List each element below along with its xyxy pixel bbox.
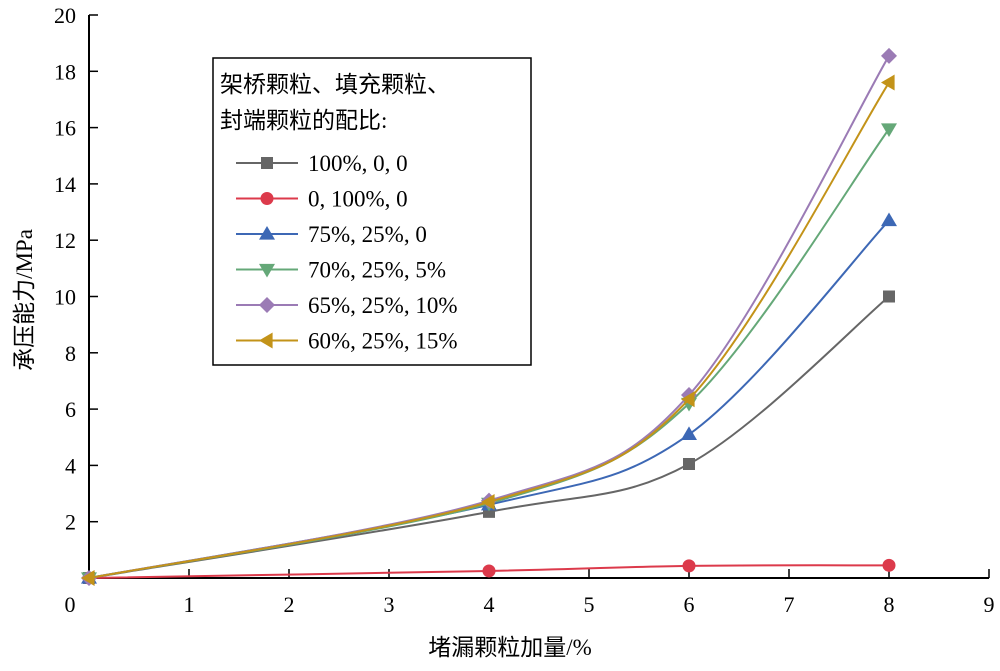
triangle-left-marker <box>259 332 273 349</box>
triangle-up-marker <box>259 226 275 240</box>
x-axis-label: 堵漏颗粒加量/% <box>428 635 592 660</box>
x-tick-label: 8 <box>884 592 895 617</box>
legend-title-line2: 封端颗粒的配比: <box>220 108 387 133</box>
square-marker <box>683 457 695 470</box>
triangle-down-marker <box>881 123 897 138</box>
x-tick-label: 4 <box>484 592 495 617</box>
legend-label: 60%, 25%, 15% <box>308 329 457 354</box>
triangle-left-marker <box>881 74 895 91</box>
x-tick-label: 9 <box>984 592 995 617</box>
y-tick-label: 16 <box>54 116 76 141</box>
legend-title-line1: 架桥颗粒、填充颗粒、 <box>220 72 450 97</box>
y-tick-label: 8 <box>65 341 76 366</box>
diamond-marker <box>259 297 275 313</box>
x-tick-label: 1 <box>184 592 195 617</box>
legend-label: 70%, 25%, 5% <box>308 258 446 283</box>
x-tick-label: 0 <box>65 592 76 617</box>
series-triangle-left <box>81 74 895 586</box>
x-tick-label: 6 <box>684 592 695 617</box>
circle-marker <box>882 558 896 572</box>
y-tick-label: 10 <box>54 285 76 310</box>
y-axis-label: 承压能力/MPa <box>12 229 37 371</box>
x-tick-label: 7 <box>784 592 795 617</box>
legend-label: 75%, 25%, 0 <box>308 222 427 247</box>
y-tick-label: 6 <box>65 397 76 422</box>
y-tick-label: 2 <box>65 510 76 535</box>
series-line <box>88 82 890 579</box>
x-tick-label: 5 <box>584 592 595 617</box>
legend-item: 0, 100%, 0 <box>236 187 408 212</box>
x-tick-label: 3 <box>384 592 395 617</box>
legend-item: 75%, 25%, 0 <box>236 222 427 247</box>
y-tick-label: 4 <box>65 453 76 478</box>
triangle-left-marker <box>81 570 95 586</box>
legend-label: 65%, 25%, 10% <box>308 293 457 318</box>
triangle-left-marker <box>681 391 695 408</box>
triangle-left-marker <box>481 493 495 510</box>
legend: 架桥颗粒、填充颗粒、 封端颗粒的配比: 100%, 0, 0 0, 100%, 0… <box>212 57 532 366</box>
legend-item: 70%, 25%, 5% <box>236 258 446 283</box>
square-marker <box>261 157 273 169</box>
square-marker <box>883 290 895 303</box>
series-line <box>88 564 890 579</box>
circle-marker <box>260 192 274 205</box>
legend-item: 100%, 0, 0 <box>236 151 408 176</box>
legend-item: 65%, 25%, 10% <box>236 293 457 318</box>
circle-marker <box>482 564 496 578</box>
series-group <box>81 47 897 586</box>
series-circle <box>82 558 896 585</box>
y-tick-label: 20 <box>54 3 76 28</box>
y-tick-label: 12 <box>54 228 76 253</box>
circle-marker <box>682 559 696 573</box>
triangle-up-marker <box>681 426 697 441</box>
y-tick-label: 18 <box>54 59 76 84</box>
legend-item: 60%, 25%, 15% <box>236 329 457 354</box>
y-tick-label: 14 <box>54 172 76 197</box>
legend-box <box>212 57 532 366</box>
legend-label: 100%, 0, 0 <box>308 151 408 176</box>
triangle-down-marker <box>259 263 275 278</box>
triangle-up-marker <box>881 212 897 227</box>
legend-label: 0, 100%, 0 <box>308 187 408 212</box>
x-tick-label: 2 <box>284 592 295 617</box>
diamond-marker <box>881 47 897 64</box>
